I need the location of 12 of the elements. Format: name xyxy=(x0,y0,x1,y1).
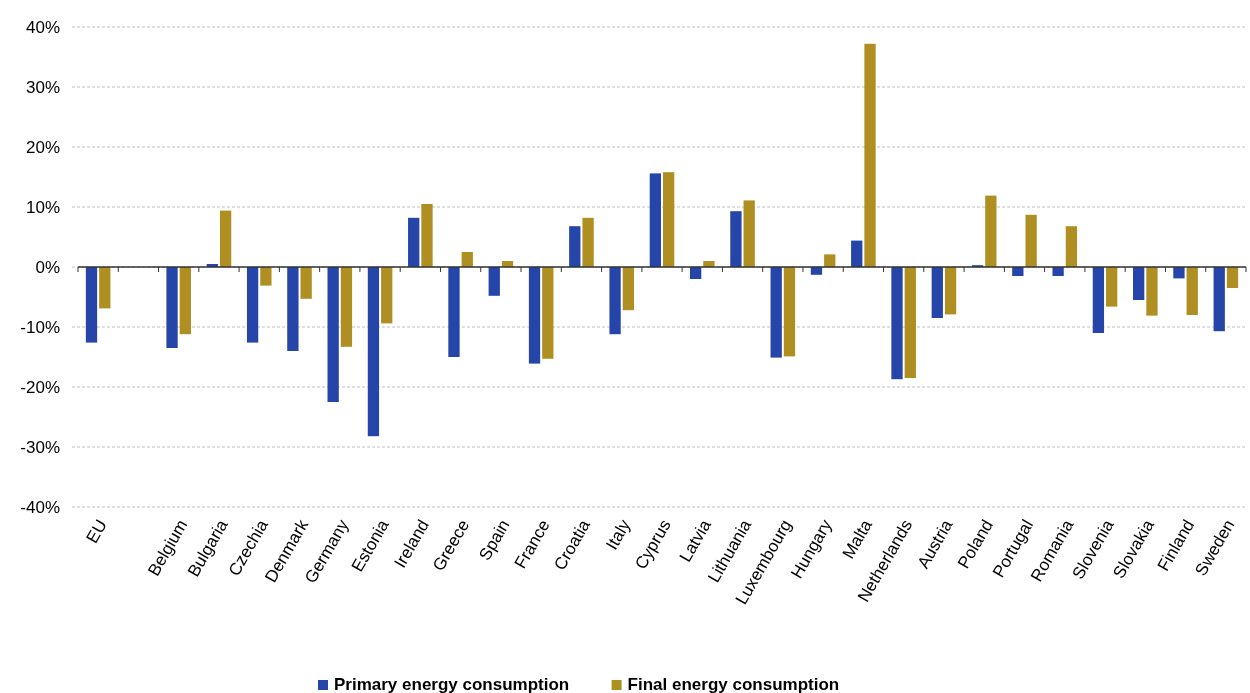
y-tick-label: 40% xyxy=(25,17,60,37)
y-tick-label: -30% xyxy=(20,437,60,457)
y-tick-label: -40% xyxy=(20,497,60,517)
y-tick-label: 30% xyxy=(25,77,60,97)
y-tick-label: 20% xyxy=(25,137,60,157)
legend-label: Primary energy consumption xyxy=(334,675,570,693)
y-tick-label: -20% xyxy=(20,377,60,397)
y-tick-label: 10% xyxy=(25,197,60,217)
x-tick-label: EU xyxy=(82,516,111,547)
legend-label: Final energy consumption xyxy=(627,675,840,693)
y-tick-label: -10% xyxy=(20,317,60,337)
y-tick-label: 0% xyxy=(35,257,60,277)
